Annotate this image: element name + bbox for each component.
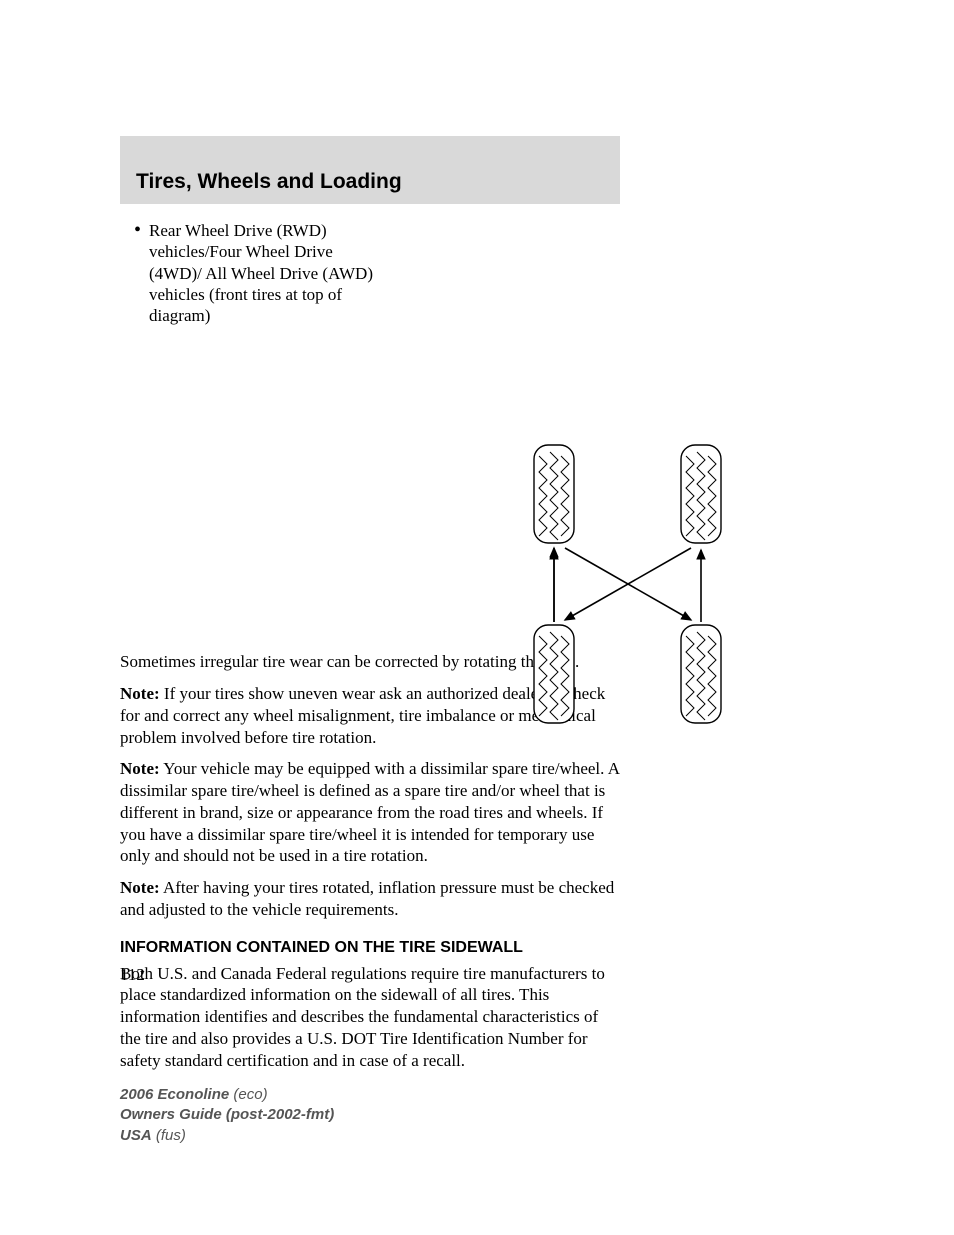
- content-area: • Rear Wheel Drive (RWD) vehicles/Four W…: [120, 220, 620, 1071]
- footer-model: 2006 Econoline: [120, 1086, 229, 1103]
- section-title: Tires, Wheels and Loading: [136, 170, 402, 194]
- subheading-paragraph: Both U.S. and Canada Federal regulations…: [120, 963, 620, 1072]
- footer-model-code: (eco): [229, 1086, 267, 1103]
- footer-region-code: (fus): [152, 1127, 186, 1144]
- page-number: 112: [120, 965, 145, 985]
- rotation-arrows: [515, 444, 745, 729]
- tire-rotation-diagram: [515, 444, 745, 729]
- paragraph-3: Note: Your vehicle may be equipped with …: [120, 758, 620, 867]
- footer-line-3: USA (fus): [120, 1126, 334, 1146]
- footer-guide: Owners Guide (post-2002-fmt): [120, 1106, 334, 1123]
- bullet-item: • Rear Wheel Drive (RWD) vehicles/Four W…: [120, 220, 620, 326]
- footer-line-2: Owners Guide (post-2002-fmt): [120, 1105, 334, 1125]
- note-label: Note:: [120, 684, 160, 703]
- footer-line-1: 2006 Econoline (eco): [120, 1085, 334, 1105]
- bullet-text: Rear Wheel Drive (RWD) vehicles/Four Whe…: [149, 220, 379, 326]
- section-header-bar: Tires, Wheels and Loading: [120, 136, 620, 204]
- note-label: Note:: [120, 759, 160, 778]
- note-label: Note:: [120, 878, 160, 897]
- footer-region: USA: [120, 1127, 152, 1144]
- page: Tires, Wheels and Loading • Rear Wheel D…: [0, 0, 954, 1235]
- bullet-marker: •: [120, 220, 149, 240]
- paragraph-4: Note: After having your tires rotated, i…: [120, 877, 620, 921]
- paragraph-4-text: After having your tires rotated, inflati…: [120, 878, 614, 919]
- subheading: INFORMATION CONTAINED ON THE TIRE SIDEWA…: [120, 939, 620, 957]
- paragraph-3-text: Your vehicle may be equipped with a diss…: [120, 759, 619, 865]
- footer: 2006 Econoline (eco) Owners Guide (post-…: [120, 1085, 334, 1146]
